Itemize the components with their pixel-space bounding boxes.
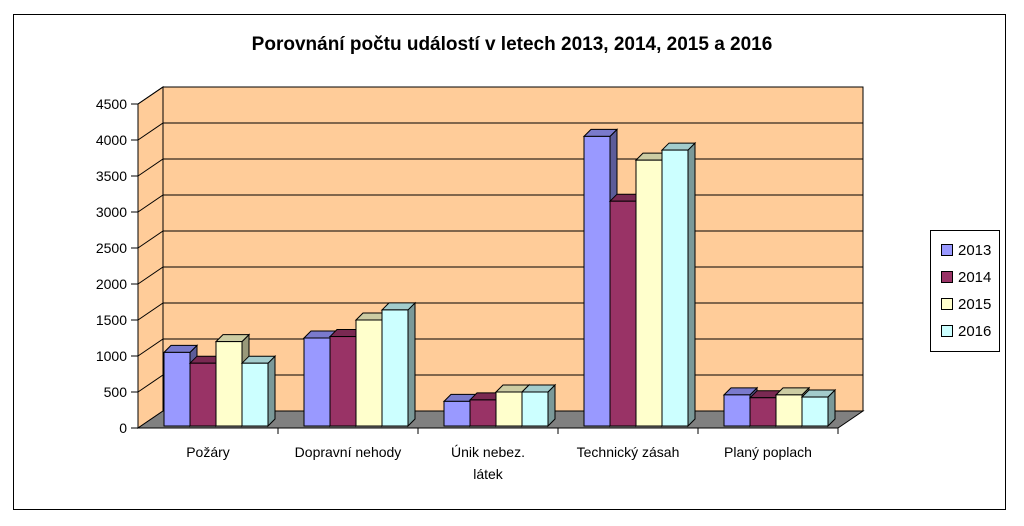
bar-front: [521, 391, 549, 427]
bar: [240, 354, 277, 428]
x-category-label: látek: [473, 466, 504, 482]
x-category-label: Požáry: [186, 444, 230, 460]
x-category-label: Technický zásah: [577, 444, 680, 460]
bar-front: [661, 149, 689, 427]
bar-front: [723, 394, 751, 427]
y-tick-label: 1000: [96, 348, 127, 364]
bar-side: [407, 301, 416, 428]
chart-title: Porovnání počtu událostí v letech 2013, …: [251, 34, 773, 55]
bar-front: [635, 159, 663, 427]
legend-swatch: [941, 325, 953, 337]
legend-label: 2016: [958, 322, 992, 340]
bar-front: [443, 400, 471, 427]
bar: [800, 388, 837, 428]
bar-front: [469, 399, 497, 427]
gridline: [137, 122, 863, 141]
y-tick-label: 3000: [96, 204, 127, 220]
legend-swatch: [941, 298, 953, 310]
legend-label: 2013: [958, 241, 992, 259]
y-tick-label: 1500: [96, 312, 127, 328]
bar-front: [495, 391, 523, 427]
bar-front: [801, 396, 829, 427]
legend-item: 2013: [941, 241, 991, 259]
legend-swatch: [941, 244, 953, 256]
bar: [520, 383, 557, 428]
legend-swatch: [941, 271, 953, 283]
bar: [660, 141, 697, 428]
bar-front: [163, 351, 191, 427]
bar-front: [355, 319, 383, 427]
side-wall: [137, 86, 164, 429]
bar-front: [775, 394, 803, 427]
y-tick-label: 2500: [96, 240, 127, 256]
bar-front: [241, 362, 269, 427]
bar-front: [329, 336, 357, 427]
gridline: [137, 86, 863, 105]
bar-side: [267, 354, 276, 428]
legend-item: 2014: [941, 268, 991, 286]
bar-front: [583, 135, 611, 427]
y-tick-label: 0: [119, 420, 127, 436]
bar-front: [303, 337, 331, 427]
legend: 2013 2014 2015 2016: [930, 230, 1000, 352]
y-tick-label: 3500: [96, 168, 127, 184]
bar: [380, 301, 417, 428]
y-tick-label: 500: [104, 384, 128, 400]
bar-front: [189, 362, 217, 427]
bar-front: [749, 397, 777, 427]
legend-item: 2015: [941, 295, 991, 313]
y-tick-label: 4500: [96, 96, 127, 112]
bar-front: [381, 309, 409, 427]
legend-label: 2014: [958, 268, 992, 286]
bar-front: [609, 200, 637, 427]
legend-label: 2015: [958, 295, 992, 313]
x-category-label: Dopravní nehody: [295, 444, 402, 460]
x-category-label: Únik nebez.: [451, 444, 525, 460]
gridline: [137, 158, 863, 177]
bar-side: [687, 141, 696, 428]
y-tick-label: 4000: [96, 132, 127, 148]
legend-item: 2016: [941, 322, 991, 340]
bar-front: [215, 341, 243, 427]
y-tick-label: 2000: [96, 276, 127, 292]
x-category-label: Planý poplach: [724, 444, 812, 460]
